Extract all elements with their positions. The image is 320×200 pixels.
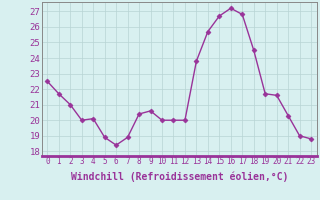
X-axis label: Windchill (Refroidissement éolien,°C): Windchill (Refroidissement éolien,°C)	[70, 172, 288, 182]
